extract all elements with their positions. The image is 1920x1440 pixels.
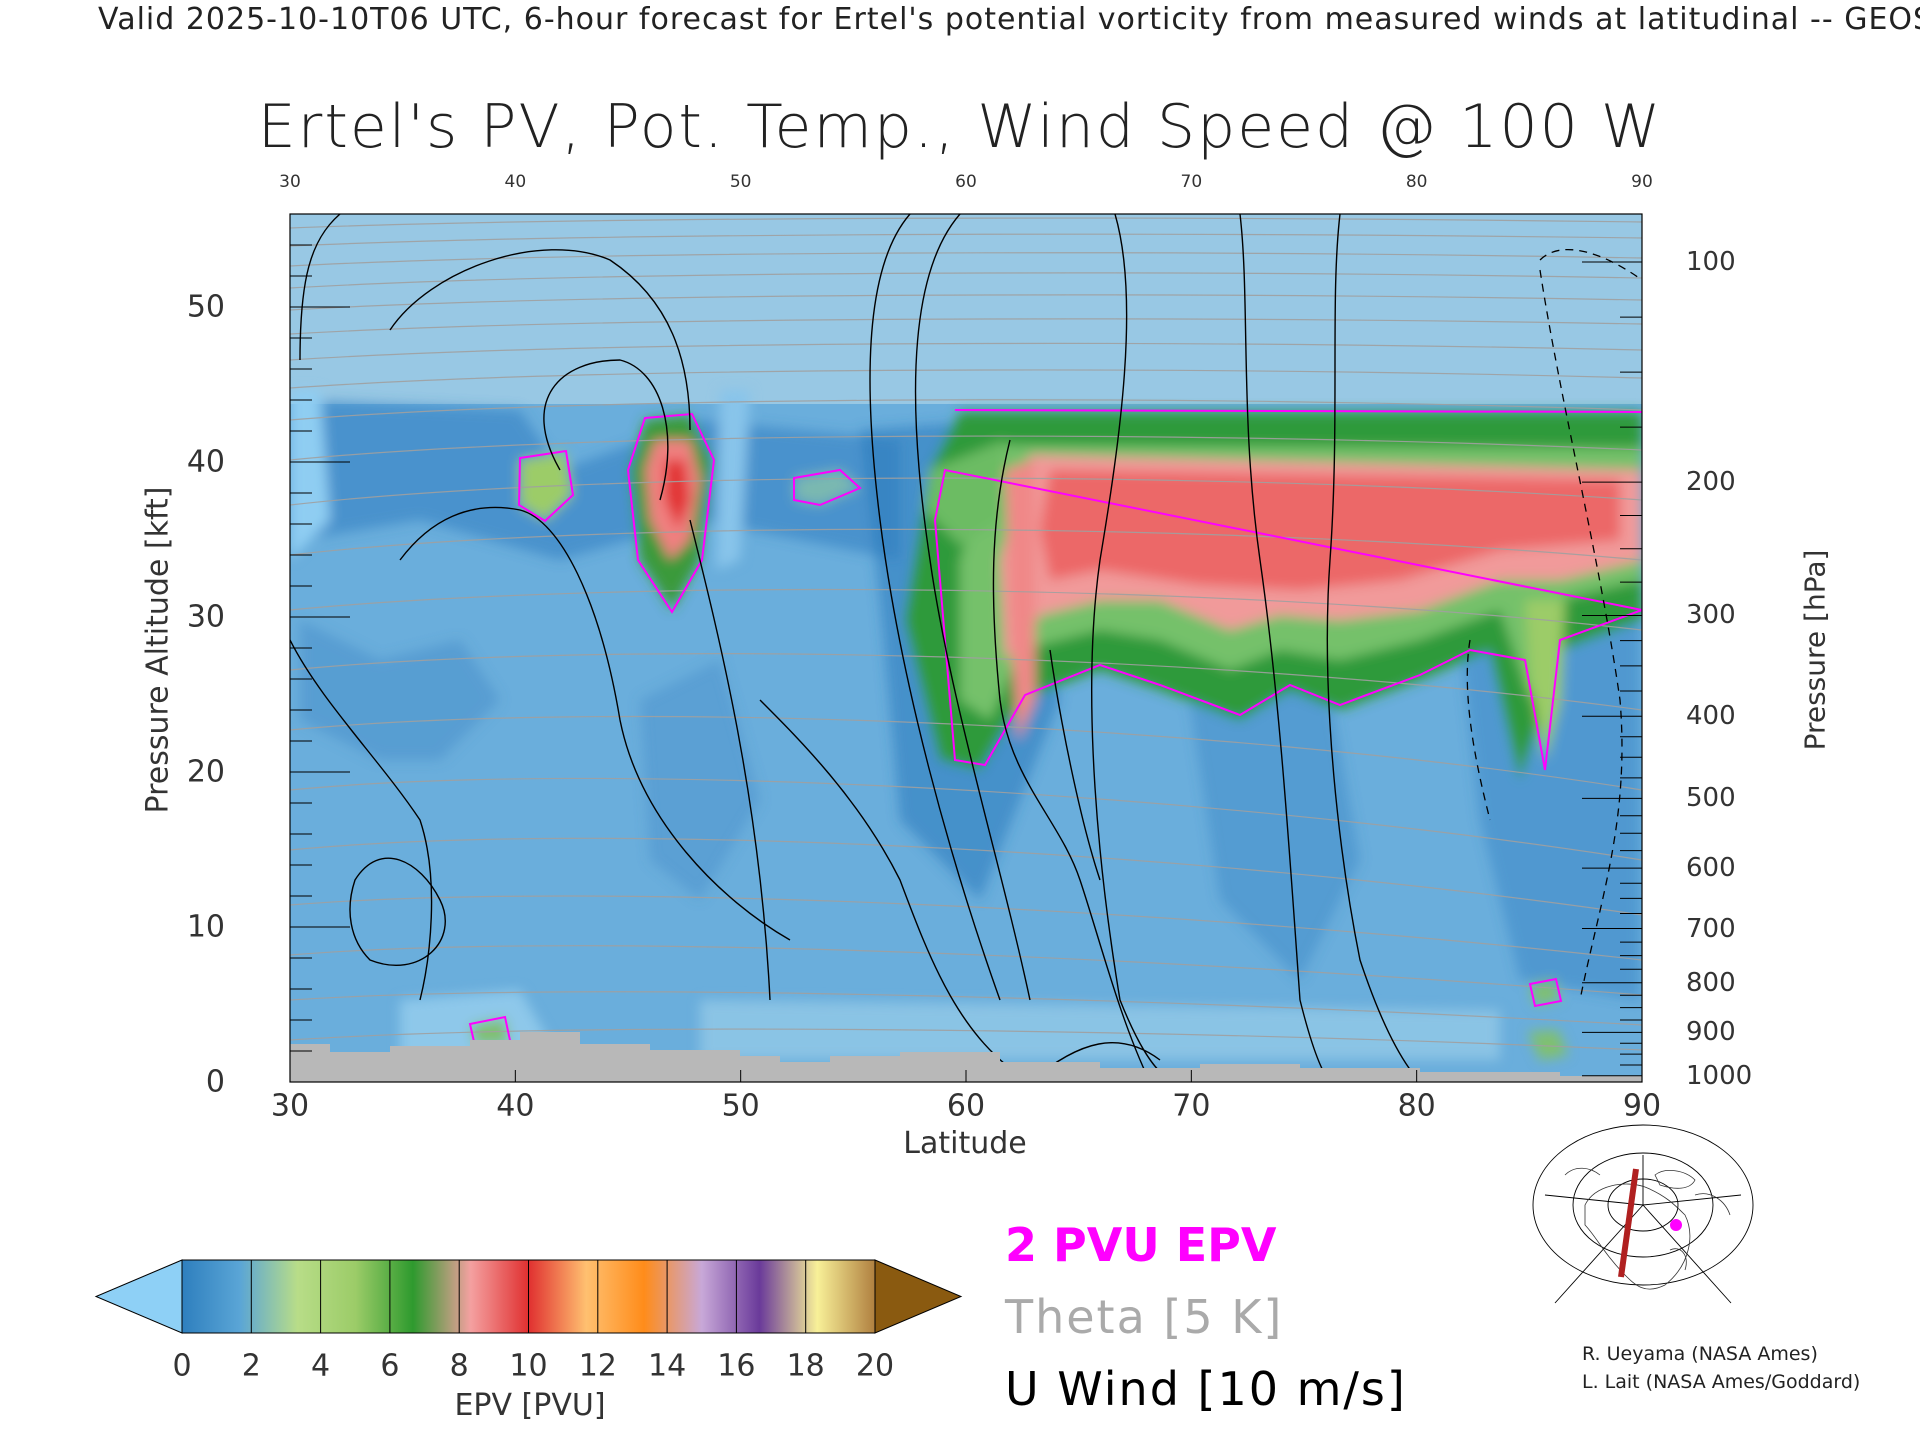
x-tick-label-top: 40	[504, 172, 527, 192]
y-axis-label-right: Pressure [hPa]	[1798, 549, 1832, 751]
y-tick-label-right: 100	[1686, 247, 1736, 278]
legend-theta: Theta [5 K]	[1005, 1290, 1284, 1344]
y-tick-label: 0	[205, 1064, 225, 1100]
x-tick-label-top: 30	[279, 172, 301, 192]
x-tick-label-top: 80	[1405, 172, 1428, 192]
legend-epv: 2 PVU EPV	[1005, 1218, 1277, 1272]
colorbar-label: EPV [PVU]	[454, 1388, 606, 1423]
y-tick-label-right: 300	[1686, 600, 1736, 631]
colorbar-tick-label: 4	[311, 1348, 331, 1384]
forecast-header: Valid 2025-10-10T06 UTC, 6-hour forecast…	[98, 2, 1920, 37]
y-tick-label-right: 400	[1686, 701, 1736, 732]
y-tick-label-right: 800	[1686, 967, 1736, 998]
x-tick-label: 60	[946, 1088, 986, 1124]
y-tick-label-right: 200	[1686, 467, 1736, 498]
x-tick-label: 50	[721, 1088, 760, 1124]
y-tick-label-right: 600	[1686, 853, 1736, 884]
x-tick-label-top: 70	[1180, 172, 1203, 192]
colorbar-tick-label: 18	[786, 1348, 825, 1384]
ground-mask	[290, 1032, 1642, 1082]
y-tick-label: 50	[186, 289, 225, 325]
y-tick-label: 20	[186, 754, 225, 790]
y-tick-label-right: 1000	[1686, 1060, 1753, 1091]
colorbar-tick-label: 0	[172, 1348, 192, 1384]
theta-contours	[290, 217, 1642, 1051]
x-axis-label: Latitude	[903, 1126, 1027, 1161]
x-tick-label: 80	[1397, 1088, 1436, 1124]
colorbar-tick-label: 6	[380, 1348, 400, 1384]
chart-title: Ertel's PV, Pot. Temp., Wind Speed @ 100…	[257, 92, 1663, 162]
location-marker	[1670, 1219, 1682, 1231]
credit-line-2: L. Lait (NASA Ames/Goddard)	[1582, 1371, 1861, 1393]
epv-upper-layer	[290, 214, 1642, 404]
colorbar-tick-label: 8	[449, 1348, 469, 1384]
colorbar-tick-label: 2	[241, 1348, 261, 1384]
y-tick-label-right: 900	[1686, 1017, 1736, 1048]
x-tick-label-top: 50	[729, 172, 752, 192]
colorbar-under-triangle	[94, 1259, 183, 1334]
axis-tick-marks	[289, 244, 1643, 1083]
colorbar-over-triangle	[874, 1259, 963, 1334]
cross-section-line	[1618, 1168, 1639, 1278]
x-tick-label: 70	[1172, 1088, 1211, 1124]
x-tick-label-top: 60	[955, 172, 977, 192]
pv-2pvu-contours	[468, 409, 1642, 1048]
colorbar-tick-label: 20	[855, 1348, 895, 1384]
x-tick-label-top: 90	[1631, 172, 1653, 192]
credit-line-1: R. Ueyama (NASA Ames)	[1582, 1343, 1818, 1365]
colorbar-tick-label: 14	[648, 1348, 687, 1384]
y-tick-label: 40	[186, 444, 225, 480]
y-axis-label-left: Pressure Altitude [kft]	[140, 486, 176, 814]
y-tick-label: 10	[186, 909, 225, 945]
x-tick-label: 30	[270, 1088, 310, 1124]
colorbar-tick-label: 10	[509, 1348, 548, 1384]
u-wind-contours	[290, 214, 1421, 1082]
y-tick-label: 30	[186, 599, 225, 635]
colorbar-tick-label: 16	[717, 1348, 756, 1384]
epv-colorbar	[94, 1259, 963, 1334]
y-tick-label-right: 700	[1686, 913, 1736, 944]
legend-u-wind: U Wind [10 m/s]	[1005, 1362, 1407, 1416]
epv-field	[290, 390, 1642, 1070]
colorbar-tick-label: 12	[578, 1348, 617, 1384]
y-tick-label-right: 500	[1686, 783, 1736, 814]
x-tick-label: 90	[1622, 1088, 1662, 1124]
locator-map	[1532, 1124, 1754, 1304]
u-wind-negative-contours	[1466, 248, 1642, 1001]
x-tick-label: 40	[496, 1088, 535, 1124]
